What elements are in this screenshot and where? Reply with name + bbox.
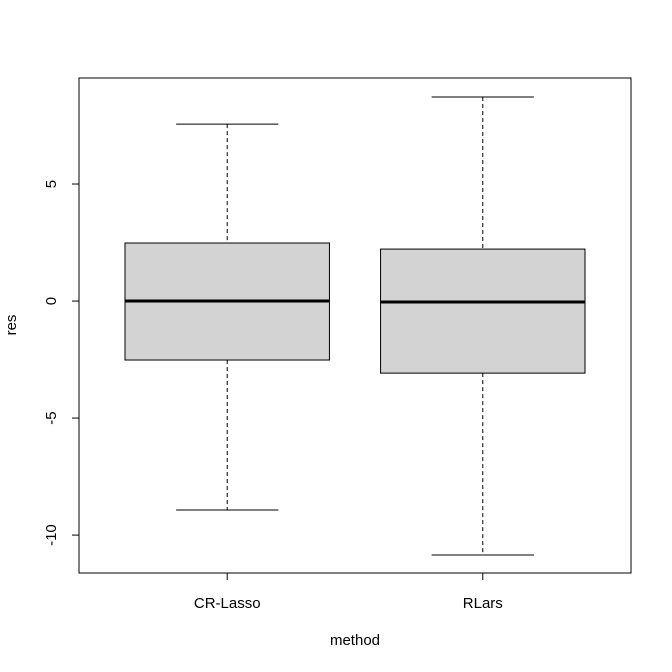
y-tick-label: -5 (43, 411, 60, 424)
y-axis-label: res (3, 315, 20, 336)
box (380, 248, 586, 374)
y-tick-label: 0 (43, 297, 60, 305)
x-axis-label: method (330, 632, 380, 649)
x-tick-label: CR-Lasso (194, 595, 261, 612)
y-tick-label: 5 (43, 180, 60, 188)
plot-frame (78, 77, 632, 574)
y-tick-label: -10 (43, 524, 60, 546)
x-tick-label: RLars (463, 595, 503, 612)
